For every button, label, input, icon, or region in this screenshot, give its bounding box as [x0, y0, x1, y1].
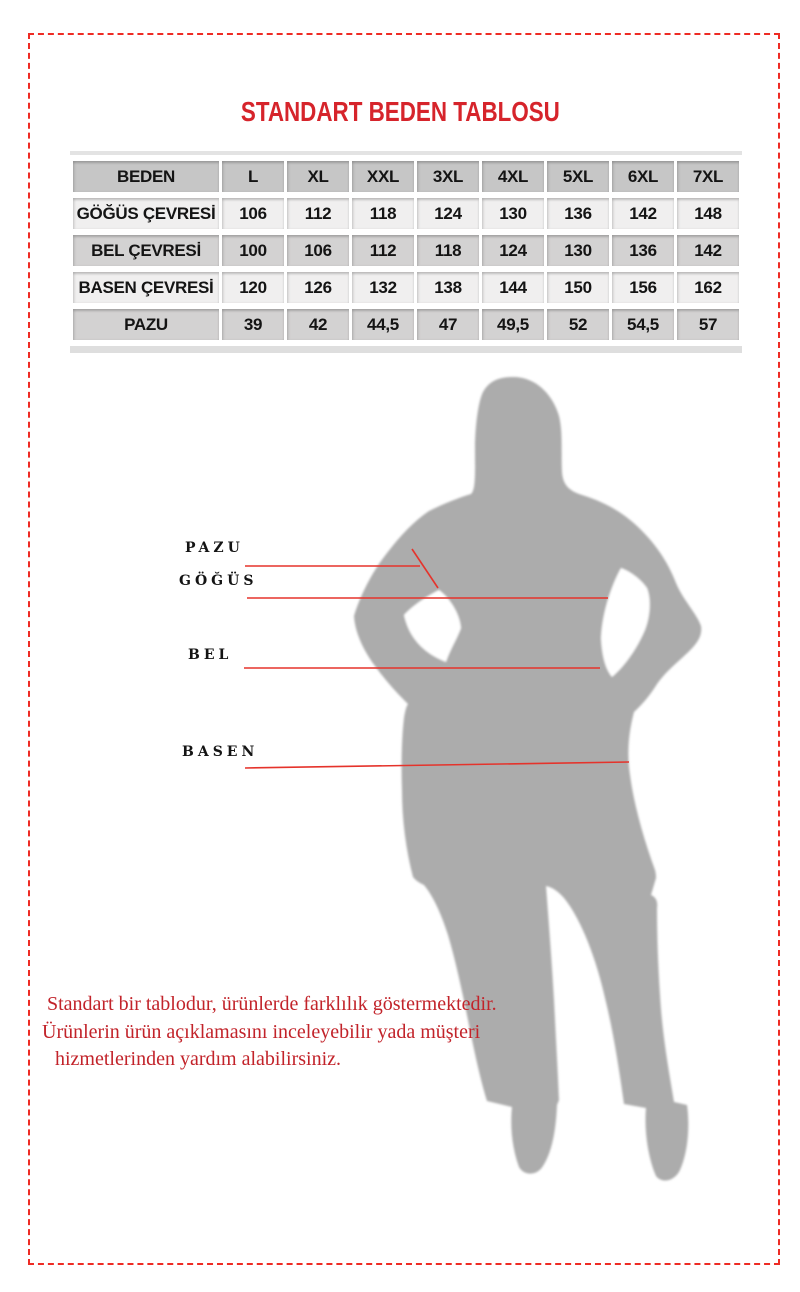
measurement-value: 136 [612, 235, 674, 266]
measurement-value: 112 [287, 198, 349, 229]
table-row: BASEN ÇEVRESİ 120 126 132 138 144 150 156 162 [73, 272, 739, 303]
measurement-value: 130 [547, 235, 609, 266]
disclaimer-line: Standart bir tablodur, ürünlerde farklıl… [47, 993, 497, 1015]
measurement-value: 52 [547, 309, 609, 340]
measurement-value: 126 [287, 272, 349, 303]
header-size-xl: XL [287, 161, 349, 192]
measurement-value: 148 [677, 198, 739, 229]
header-size-xxl: XXL [352, 161, 414, 192]
measurement-lines [244, 548, 630, 769]
measurement-value: 118 [417, 235, 479, 266]
table-row: BEL ÇEVRESİ 100 106 112 118 124 130 136 142 [73, 235, 739, 266]
measurement-value: 142 [612, 198, 674, 229]
measurement-value: 39 [222, 309, 284, 340]
measurement-value: 118 [352, 198, 414, 229]
measurement-value: 54,5 [612, 309, 674, 340]
pazu-pointer-line [411, 548, 439, 589]
measurement-value: 44,5 [352, 309, 414, 340]
measurement-value: 138 [417, 272, 479, 303]
header-size-4xl: 4XL [482, 161, 544, 192]
measurement-value: 112 [352, 235, 414, 266]
row-label: GÖĞÜS ÇEVRESİ [73, 198, 219, 229]
header-size-l: L [222, 161, 284, 192]
size-table-body: GÖĞÜS ÇEVRESİ 106 112 118 124 130 136 142 148 BEL… [73, 198, 739, 340]
header-beden: BEDEN [73, 161, 219, 192]
header-size-6xl: 6XL [612, 161, 674, 192]
measurement-value: 57 [677, 309, 739, 340]
measurement-value: 47 [417, 309, 479, 340]
left-armpit-gap [404, 590, 461, 662]
table-row: PAZU 39 42 44,5 47 49,5 52 54,5 57 [73, 309, 739, 340]
header-size-7xl: 7XL [677, 161, 739, 192]
measurement-value: 100 [222, 235, 284, 266]
measurement-value: 150 [547, 272, 609, 303]
measurement-value: 136 [547, 198, 609, 229]
size-table: BEDEN L XL XXL 3XL 4XL 5XL 6XL 7XL GÖĞÜS ÇEVRESİ… [70, 151, 742, 353]
measurement-value: 124 [482, 235, 544, 266]
measurement-value: 124 [417, 198, 479, 229]
row-label: BEL ÇEVRESİ [73, 235, 219, 266]
header-size-5xl: 5XL [547, 161, 609, 192]
measurement-value: 42 [287, 309, 349, 340]
page-title-text: STANDART BEDEN TABLOSU [240, 96, 560, 127]
header-size-3xl: 3XL [417, 161, 479, 192]
measurement-value: 106 [222, 198, 284, 229]
size-table-header-row: BEDEN L XL XXL 3XL 4XL 5XL 6XL 7XL [73, 161, 739, 192]
page-title: STANDART BEDEN TABLOSU [0, 96, 800, 128]
measurement-value: 120 [222, 272, 284, 303]
size-table-grid: BEDEN L XL XXL 3XL 4XL 5XL 6XL 7XL GÖĞÜS ÇEVRESİ… [70, 155, 742, 346]
disclaimer-note: Standart bir tablodur, ürünlerde farklıl… [42, 991, 512, 1074]
measurement-value: 156 [612, 272, 674, 303]
row-label: PAZU [73, 309, 219, 340]
measurement-value: 144 [482, 272, 544, 303]
right-armpit-gap [601, 568, 650, 677]
measurement-value: 130 [482, 198, 544, 229]
pazu-label: PAZU [185, 540, 244, 556]
basen-line [244, 761, 630, 769]
table-row: GÖĞÜS ÇEVRESİ 106 112 118 124 130 136 142 148 [73, 198, 739, 229]
row-label: BASEN ÇEVRESİ [73, 272, 219, 303]
disclaimer-line: hizmetlerinden yardım alabilirsiniz. [55, 1048, 342, 1070]
basen-label: BASEN [182, 744, 259, 760]
gogus-label: GÖĞÜS [179, 573, 258, 589]
measurement-value: 132 [352, 272, 414, 303]
bel-label: BEL [188, 647, 233, 663]
measurement-value: 142 [677, 235, 739, 266]
disclaimer-line: Ürünlerin ürün açıklamasını inceleyebili… [42, 1020, 481, 1043]
measurement-value: 162 [677, 272, 739, 303]
measurement-value: 106 [287, 235, 349, 266]
measurement-value: 49,5 [482, 309, 544, 340]
